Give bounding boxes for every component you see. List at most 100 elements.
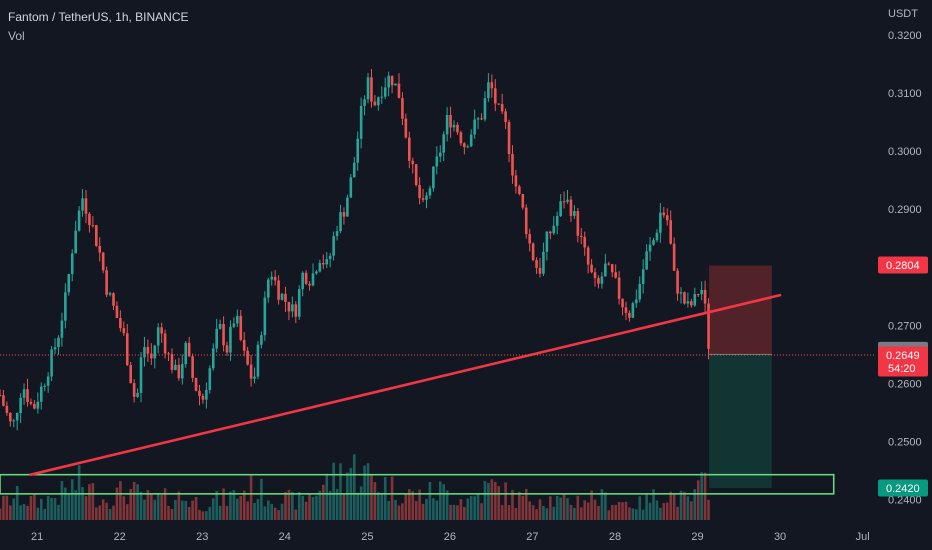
volume-indicator-label[interactable]: Vol — [8, 29, 25, 43]
price-tick-label: 0.3000 — [888, 146, 922, 158]
volume-bar — [43, 508, 47, 520]
volume-bar — [232, 490, 236, 520]
candle-body — [273, 276, 277, 281]
price-label-badge — [878, 256, 928, 274]
candle-body — [153, 345, 157, 359]
volume-bar — [174, 500, 177, 520]
volume-bar — [88, 484, 91, 520]
candle-body — [160, 327, 163, 334]
volume-bar — [335, 489, 339, 520]
candle-body — [518, 186, 521, 194]
candle-body — [328, 255, 332, 260]
volume-bar — [270, 503, 274, 520]
candle-body — [407, 137, 411, 161]
candle-body — [280, 293, 284, 300]
volume-bar — [311, 497, 315, 520]
price-label-badge — [878, 346, 928, 377]
candle-body — [363, 99, 366, 106]
volume-bar — [60, 480, 64, 520]
volume-bar — [573, 507, 576, 520]
candle-body — [236, 315, 239, 324]
volume-bar — [683, 491, 686, 520]
candle-body — [74, 230, 77, 254]
candle-body — [579, 235, 583, 237]
candle-body — [263, 297, 267, 336]
time-tick-label: 29 — [691, 531, 703, 543]
volume-bar — [184, 500, 188, 520]
volume-bar — [483, 481, 487, 520]
time-tick-label: 28 — [609, 531, 621, 543]
volume-bar — [648, 502, 652, 520]
volume-bar — [456, 505, 459, 520]
symbol-title[interactable]: Fantom / TetherUS, 1h, BINANCE — [8, 10, 189, 24]
candle-body — [617, 277, 621, 299]
volume-bar — [2, 495, 5, 520]
volume-bar — [600, 489, 604, 520]
candle-body — [291, 304, 294, 312]
volume-bar — [287, 489, 291, 520]
volume-bar — [652, 489, 655, 520]
drawing-overlays — [0, 293, 875, 495]
volume-bar — [628, 507, 631, 520]
volume-bar — [635, 509, 638, 520]
volume-bar — [273, 507, 277, 520]
volume-bar — [390, 476, 394, 520]
candle-body — [435, 156, 439, 167]
candle-body — [490, 82, 494, 89]
volume-bar — [703, 472, 707, 520]
volume-bar — [122, 496, 126, 520]
volume-bar — [449, 504, 452, 520]
candle-body — [2, 395, 5, 406]
volume-bar — [607, 510, 611, 520]
volume-bar — [511, 490, 514, 520]
volume-bar — [115, 487, 119, 520]
volume-bar — [518, 491, 521, 520]
volume-bar — [383, 477, 387, 520]
candle-body — [187, 342, 191, 357]
candle-body — [95, 225, 98, 246]
volume-bar — [672, 493, 676, 520]
price-tick-label: 0.2900 — [888, 204, 922, 216]
candle-body — [645, 251, 648, 270]
candle-body — [411, 160, 415, 165]
volume-bar — [669, 491, 672, 520]
candle-body — [194, 377, 198, 391]
candle-body — [180, 364, 184, 379]
volume-bar — [146, 490, 150, 520]
candle-body — [593, 272, 597, 279]
candle-body — [29, 401, 33, 404]
volume-bar — [542, 506, 545, 520]
volume-bar — [487, 482, 490, 520]
candle-body — [432, 166, 435, 189]
price-tick-label: 0.2700 — [888, 320, 922, 332]
time-tick-label: 23 — [196, 531, 208, 543]
volume-bar — [352, 454, 356, 520]
candle-body — [260, 335, 263, 345]
volume-bar — [586, 502, 590, 520]
candle-body — [335, 231, 339, 237]
candle-body — [256, 344, 260, 377]
volume-bar — [597, 505, 600, 520]
volume-bar — [105, 502, 108, 520]
candle-body — [64, 292, 67, 321]
time-axis-background — [0, 520, 875, 550]
volume-bar — [442, 484, 445, 520]
candle-body — [191, 356, 194, 378]
volume-bar — [614, 504, 617, 520]
volume-bar — [679, 490, 683, 520]
support-zone-box — [0, 473, 835, 495]
time-tick-label: 30 — [774, 531, 786, 543]
candle-body — [33, 403, 36, 409]
price-tick-label: 0.2400 — [888, 495, 922, 507]
volume-bar — [566, 498, 569, 520]
price-axis-unit: USDT — [888, 8, 918, 20]
candle-body — [607, 263, 611, 265]
candle-body — [277, 280, 280, 300]
candle-body — [380, 96, 384, 98]
candle-body — [652, 240, 655, 245]
volume-bar — [490, 479, 494, 520]
candle-body — [690, 301, 693, 306]
volume-bar — [370, 474, 373, 520]
volume-bar — [507, 505, 511, 520]
